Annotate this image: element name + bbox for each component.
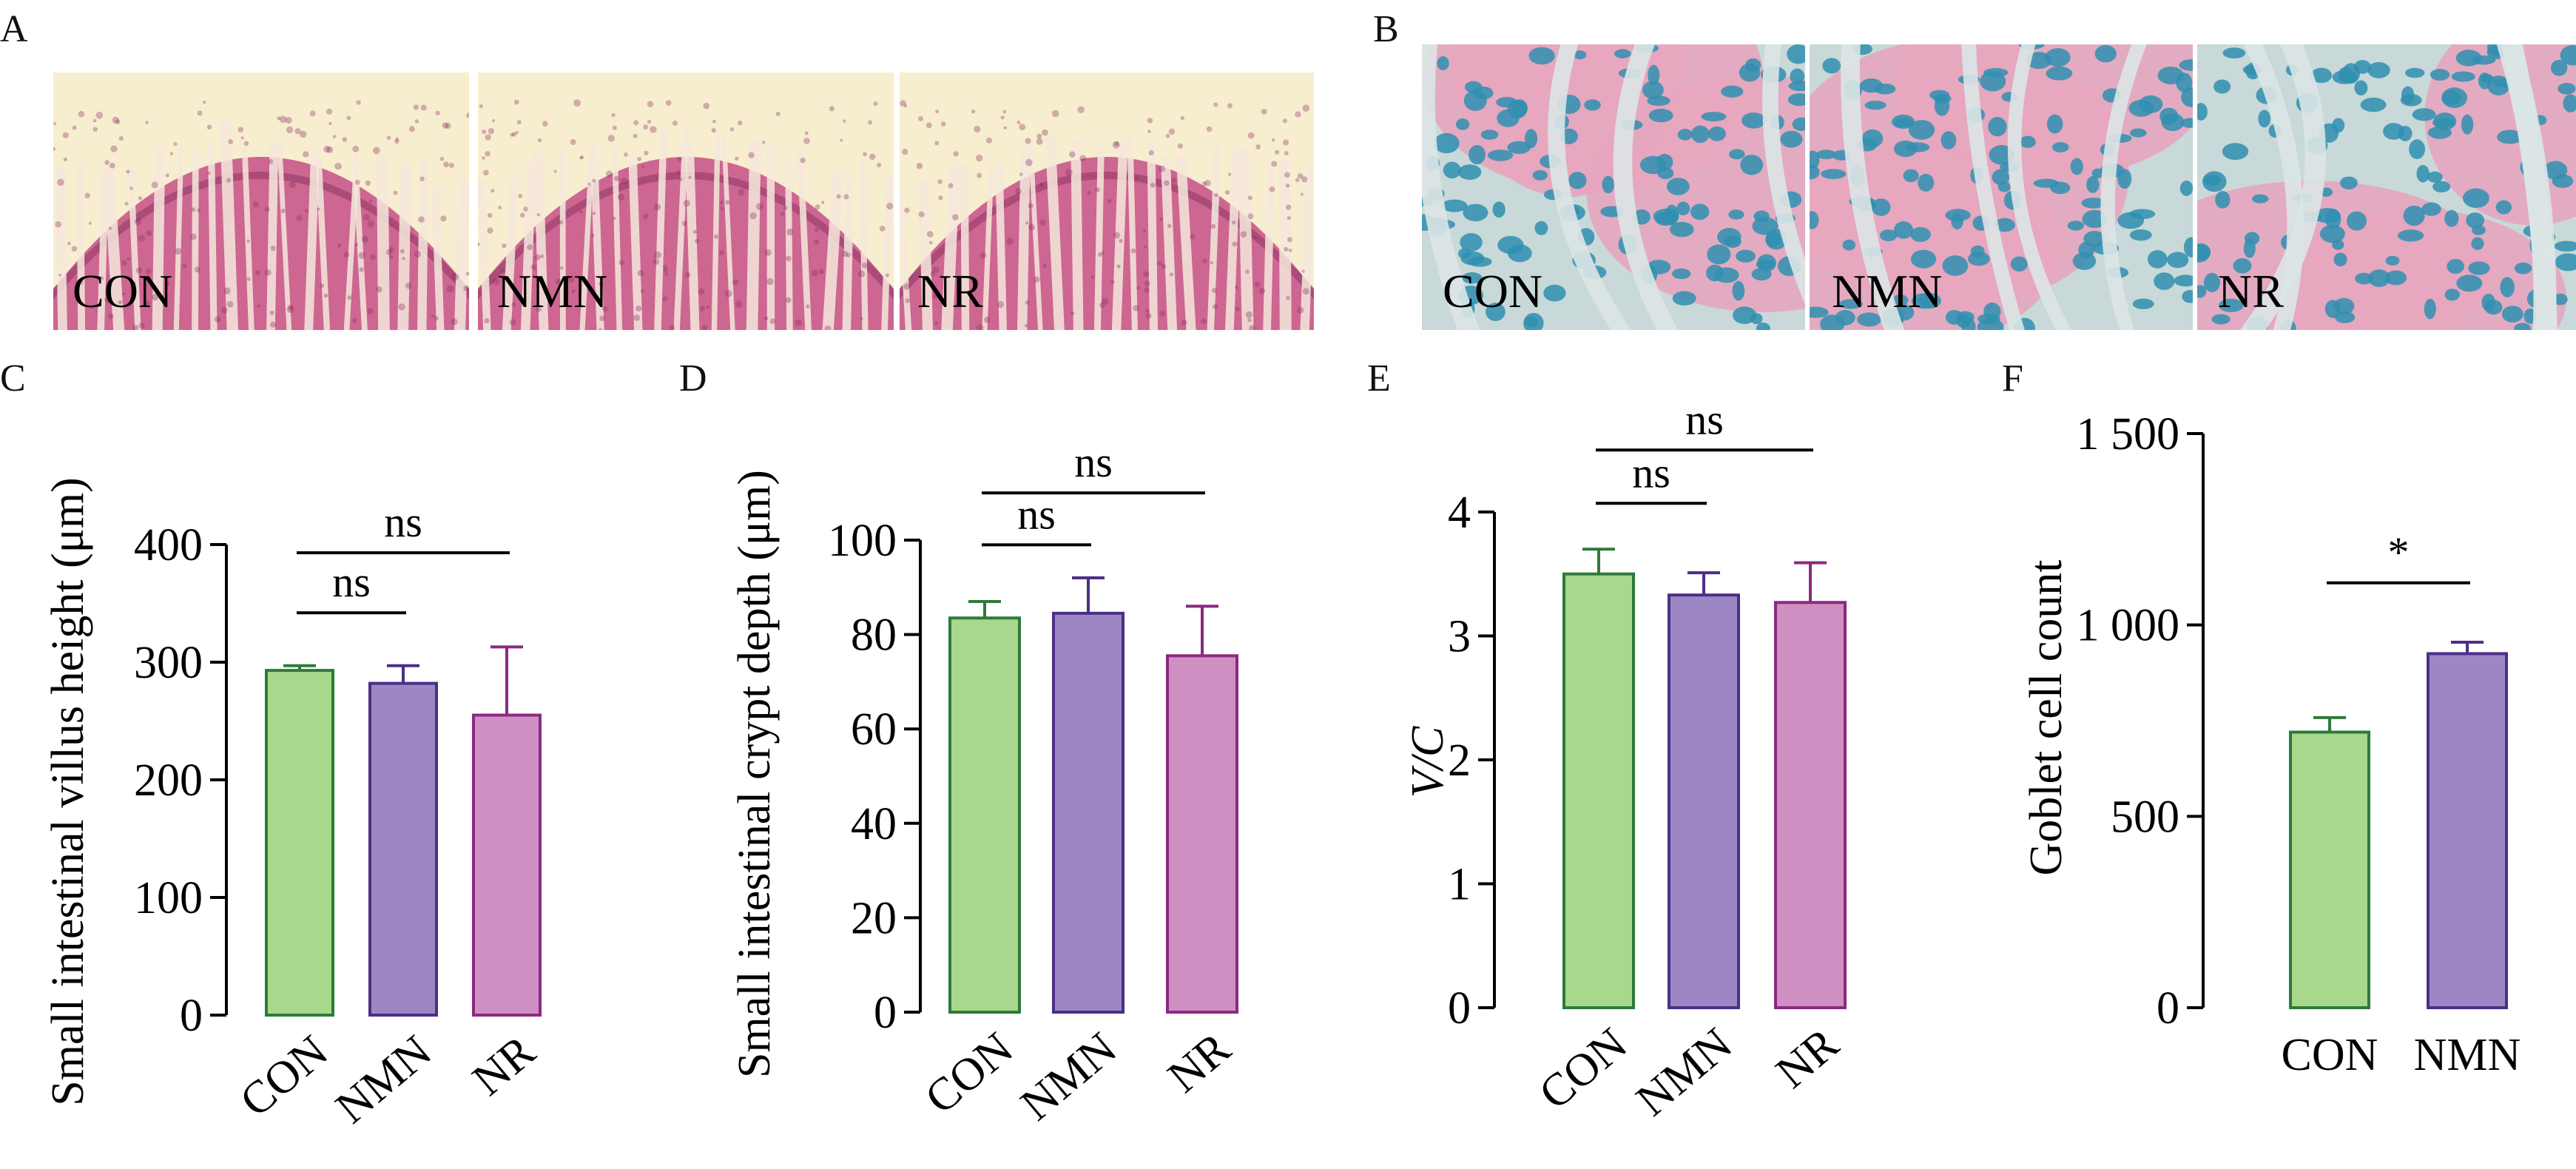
- x-tick-label: NMN: [1627, 1019, 1742, 1126]
- micrograph-a-nr: [900, 73, 1314, 330]
- significance-label: ns: [384, 498, 422, 546]
- micrograph-a-nmn: [478, 73, 894, 330]
- chart-c: C 0 100 200 300 400 Small intestinal villus h…: [0, 357, 544, 1133]
- bar-nmn: [1668, 593, 1740, 1009]
- x-tick-label: NMN: [2414, 1030, 2521, 1080]
- x-tick-label: CON: [231, 1026, 337, 1127]
- chart-d: D 0 20 40 60 80 100 Small intestinal crypt dep…: [679, 357, 1240, 1131]
- y-axis-label: V/C: [1403, 726, 1453, 798]
- bar-con: [265, 669, 334, 1017]
- panel-letter-d: D: [679, 357, 707, 400]
- micrograph-b-con: [1422, 44, 1805, 330]
- y-tick-label: 0: [2157, 983, 2179, 1034]
- panel-letter-b: B: [1373, 8, 1399, 50]
- y-tick-label: 1: [1448, 860, 1471, 910]
- y-tick-label: 0: [1448, 983, 1471, 1034]
- bar-con: [948, 616, 1021, 1014]
- x-tick-label: NMN: [326, 1026, 441, 1133]
- y-tick-label: 200: [134, 755, 203, 806]
- bar-con: [2289, 730, 2370, 1010]
- y-tick-label: 100: [134, 873, 203, 923]
- panel-letter-a: A: [0, 8, 28, 50]
- panel-letter-f: F: [2002, 357, 2023, 400]
- panel-letter-c: C: [0, 357, 26, 400]
- micrograph-label: NR: [917, 265, 983, 317]
- y-tick-label: 300: [134, 638, 203, 688]
- significance-label: ns: [1074, 438, 1113, 486]
- x-tick-label: CON: [916, 1023, 1022, 1124]
- bar-nmn: [2427, 652, 2508, 1009]
- y-tick-label: 40: [851, 799, 897, 849]
- tissue-region: [1810, 44, 2129, 309]
- y-axis-label: Small intestinal villus height (μm): [43, 477, 93, 1106]
- x-tick-label: NR: [1159, 1023, 1240, 1102]
- panel-b: B CON NMN NR: [1373, 8, 2576, 330]
- y-tick-label: 100: [828, 516, 897, 566]
- micrograph-label: CON: [1443, 265, 1542, 317]
- micrograph-label: NMN: [497, 265, 607, 317]
- significance-label: ns: [332, 558, 371, 606]
- micrograph-label: CON: [73, 265, 172, 317]
- bar-con: [1562, 572, 1635, 1009]
- y-tick-label: 400: [134, 520, 203, 570]
- x-tick-label: CON: [2282, 1030, 2378, 1080]
- x-tick-label: CON: [1530, 1019, 1636, 1119]
- bar-nmn: [368, 681, 438, 1017]
- micrograph-a-con: [53, 73, 469, 330]
- bar-nmn: [1052, 611, 1125, 1014]
- chart-f: F 0 500 1 000 1 500 Goblet cell count CON NMN *: [2002, 357, 2521, 1080]
- bar-nr: [1774, 601, 1847, 1009]
- y-tick-label: 2: [1448, 735, 1471, 786]
- y-tick-label: 500: [2111, 792, 2179, 842]
- y-tick-label: 80: [851, 610, 897, 661]
- y-tick-label: 1 000: [2077, 601, 2180, 651]
- micrograph-b-nmn: [1810, 44, 2193, 330]
- y-tick-label: 20: [851, 893, 897, 943]
- y-tick-label: 0: [180, 991, 203, 1041]
- bar-nr: [1166, 654, 1238, 1014]
- x-tick-label: NR: [1767, 1018, 1848, 1098]
- y-tick-label: 4: [1448, 488, 1471, 538]
- significance-label: *: [2388, 528, 2410, 576]
- y-tick-label: 60: [851, 704, 897, 755]
- x-tick-label: NMN: [1011, 1023, 1126, 1131]
- y-axis-label: Small intestinal crypt depth (μm): [729, 470, 780, 1078]
- micrograph-label: NMN: [1832, 265, 1942, 317]
- significance-label: ns: [1632, 448, 1670, 496]
- y-tick-label: 1 500: [2077, 409, 2180, 459]
- y-axis-label: Goblet cell count: [2021, 560, 2071, 876]
- bar-nr: [472, 713, 542, 1017]
- x-tick-label: NR: [463, 1025, 544, 1105]
- micrograph-label: NR: [2218, 265, 2284, 317]
- y-tick-label: 3: [1448, 612, 1471, 662]
- y-tick-label: 0: [874, 988, 897, 1038]
- micrograph-b-nr: [2197, 44, 2576, 330]
- significance-label: ns: [1685, 395, 1724, 443]
- panel-a: A CON NMN NR: [0, 8, 1314, 330]
- significance-label: ns: [1017, 490, 1056, 538]
- panel-letter-e: E: [1367, 357, 1391, 400]
